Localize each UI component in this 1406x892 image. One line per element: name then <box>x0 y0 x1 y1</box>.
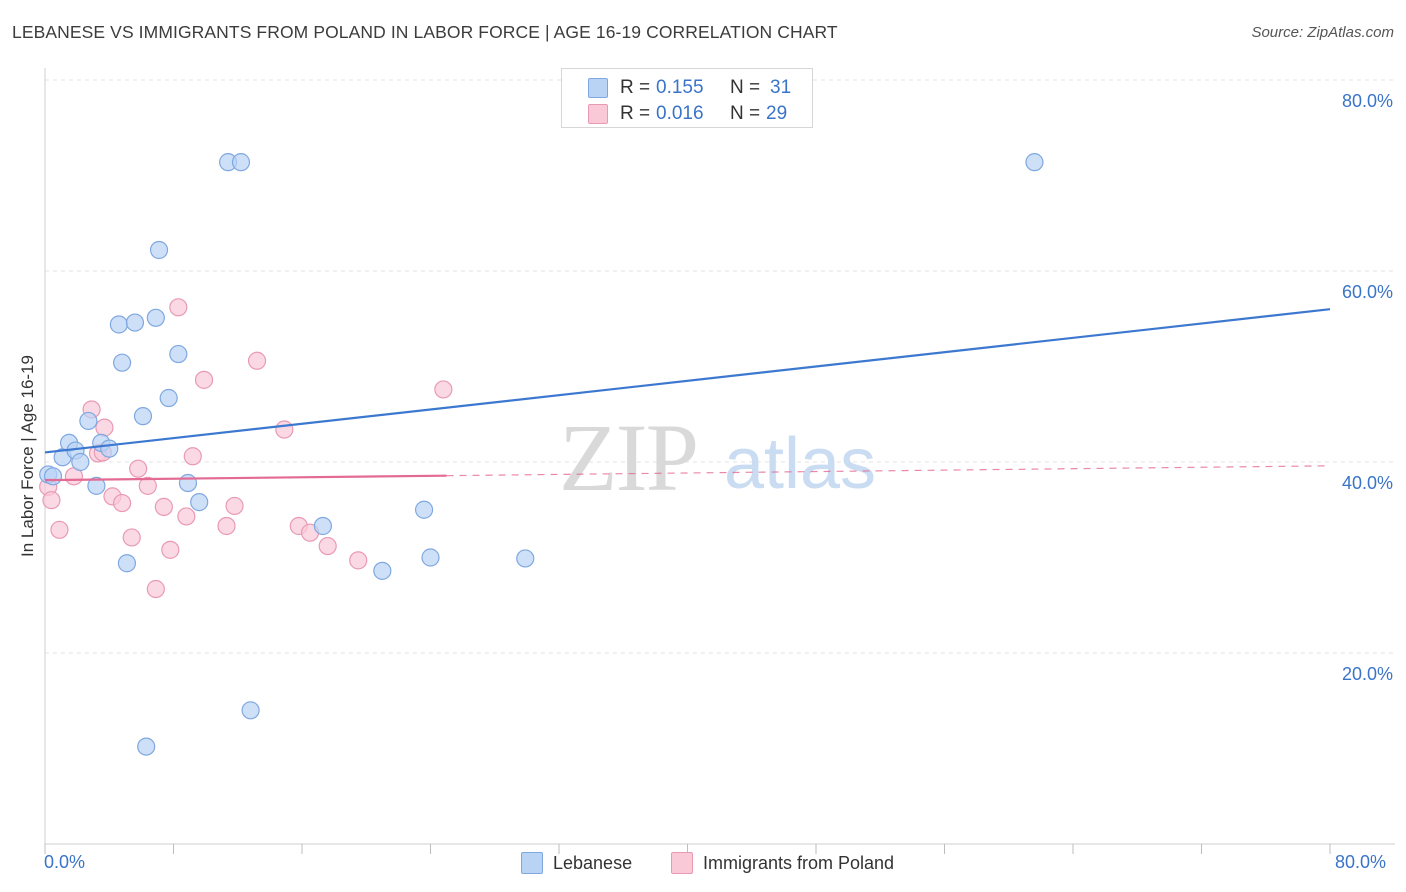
legend-n-label: N = <box>730 77 761 98</box>
data-point <box>414 500 434 519</box>
stats-legend: R = 0.155 N = 31 R = 0.016 N = 29 <box>561 68 813 128</box>
data-point <box>100 439 119 458</box>
y-tick-label: 60.0% <box>1342 282 1393 302</box>
data-point <box>373 561 392 580</box>
legend-r-value: 0.155 <box>656 77 704 98</box>
data-point <box>117 554 137 573</box>
data-point <box>190 493 209 512</box>
bottom-legend-swatch-lebanese <box>521 852 543 874</box>
data-point <box>421 548 440 567</box>
legend-r-label: R = <box>620 103 651 124</box>
legend-n-label: N = <box>730 103 761 124</box>
series-lebanese <box>39 153 1044 756</box>
bottom-legend-swatch-poland <box>671 852 693 874</box>
y-tick-label: 40.0% <box>1342 473 1393 493</box>
legend-swatch-poland <box>588 104 608 124</box>
data-point <box>109 315 128 334</box>
data-point <box>177 507 196 526</box>
legend-n-value: 29 <box>766 103 788 124</box>
data-point <box>169 298 188 317</box>
data-point <box>313 516 332 536</box>
series-immigrants-from-poland <box>39 298 453 599</box>
lebanese-trend-line <box>44 308 1331 454</box>
data-point <box>159 388 178 408</box>
data-point <box>122 528 141 547</box>
y-tick-label: 80.0% <box>1342 91 1393 111</box>
data-point <box>146 308 165 327</box>
data-point <box>87 476 106 495</box>
data-point <box>149 240 169 260</box>
data-point <box>231 153 251 172</box>
axes <box>44 68 1395 854</box>
bottom-legend-label: Immigrants from Poland <box>703 853 895 873</box>
legend-swatch-lebanese <box>588 78 608 98</box>
legend-n-value: 31 <box>770 77 792 98</box>
data-point <box>43 467 63 486</box>
data-point <box>318 536 337 556</box>
poland-trend-extension <box>446 465 1331 477</box>
data-point <box>133 407 153 426</box>
data-point <box>183 447 202 466</box>
data-point <box>217 516 236 536</box>
trend-lines <box>44 308 1331 482</box>
data-point <box>1025 153 1044 172</box>
data-point <box>138 476 157 495</box>
x-tick-label-max: 80.0% <box>1335 852 1387 872</box>
legend-r-label: R = <box>620 77 651 98</box>
chart-title: LEBANESE VS IMMIGRANTS FROM POLAND IN LA… <box>12 22 838 42</box>
data-point <box>112 493 132 513</box>
y-tick-labels: 20.0% 40.0% 60.0% 80.0% <box>1342 91 1393 684</box>
data-point <box>95 418 114 437</box>
data-point <box>161 540 180 559</box>
data-point <box>241 701 260 720</box>
x-tick-label-min: 0.0% <box>44 852 86 872</box>
data-point <box>79 411 98 431</box>
watermark: ZIP atlas <box>559 404 876 511</box>
data-point <box>146 579 165 599</box>
data-point <box>71 452 90 472</box>
data-point <box>516 549 535 568</box>
data-point <box>247 351 267 370</box>
data-point <box>225 496 244 516</box>
poland-trend-line <box>44 474 447 482</box>
data-point <box>178 473 198 493</box>
data-point <box>275 420 294 439</box>
y-tick-label: 20.0% <box>1342 664 1393 684</box>
data-point <box>112 353 132 372</box>
bottom-legend-label: Lebanese <box>553 853 633 873</box>
data-point <box>125 313 145 332</box>
data-point <box>169 344 188 364</box>
svg-text:atlas: atlas <box>724 424 876 504</box>
y-axis-label: In Labor Force | Age 16-19 <box>18 355 37 557</box>
data-point <box>129 459 148 478</box>
data-point <box>349 551 368 570</box>
data-point <box>137 737 156 756</box>
svg-text:ZIP: ZIP <box>559 404 697 511</box>
legend-r-value: 0.016 <box>656 103 704 124</box>
data-point <box>154 497 173 516</box>
source-label: Source: ZipAtlas.com <box>1251 24 1394 41</box>
data-point <box>50 520 69 539</box>
data-point <box>42 491 61 510</box>
data-point <box>194 370 214 389</box>
data-point <box>434 380 453 399</box>
